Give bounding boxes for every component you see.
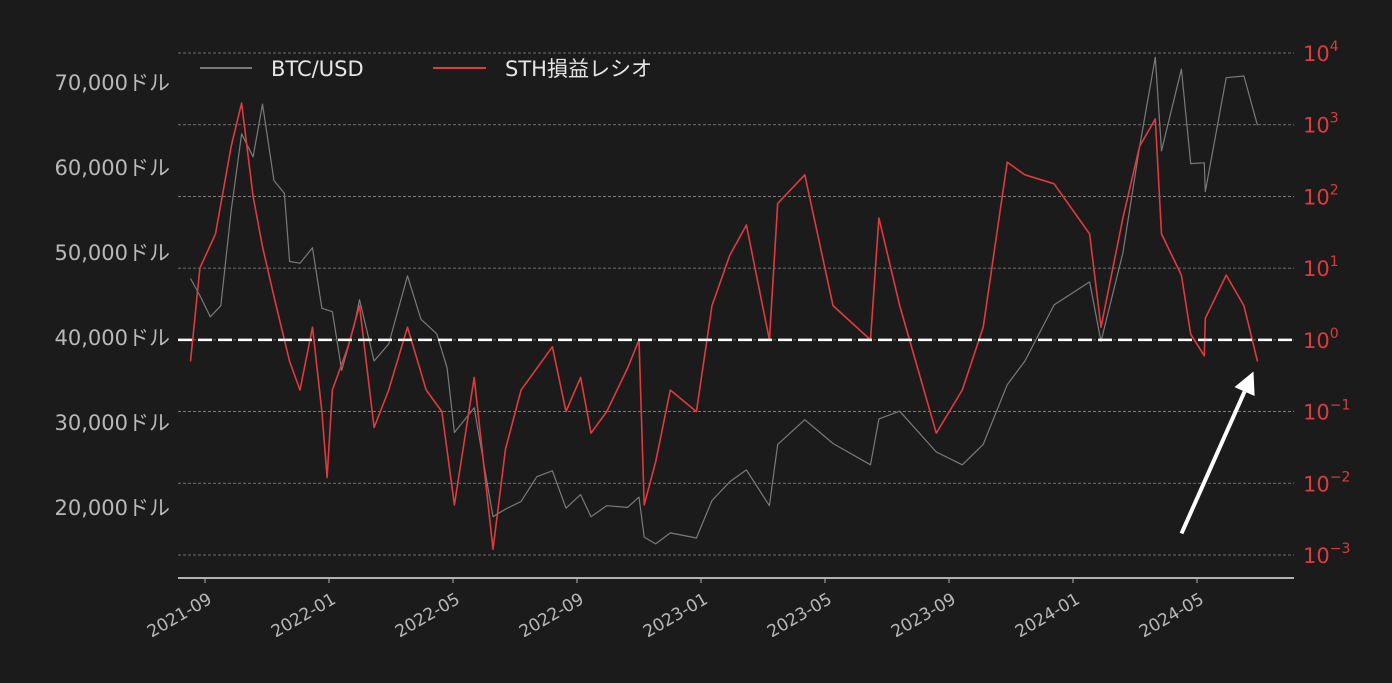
y-right-tick-label: 103	[1303, 111, 1339, 138]
y-right-tick-label: 10−3	[1303, 541, 1350, 568]
y-right-tick-label: 100	[1303, 326, 1339, 353]
x-tick-label: 2021-09	[144, 589, 216, 642]
y-right-tick-label: 102	[1303, 182, 1339, 209]
arrow-head	[1234, 371, 1255, 397]
y-right-tick-label: 10−1	[1303, 398, 1350, 425]
y-right-tick-label: 10−2	[1303, 469, 1350, 496]
y-left-tick-label: 70,000ドル	[55, 71, 170, 95]
x-tick-label: 2023-09	[888, 589, 960, 642]
y-right-tick-label: 104	[1303, 39, 1339, 66]
y-right-tick-label: 101	[1303, 254, 1339, 281]
y-left-tick-label: 60,000ドル	[55, 156, 170, 180]
x-tick-label: 2024-01	[1012, 589, 1084, 642]
x-tick-label: 2024-05	[1136, 589, 1208, 642]
y-left-tick-label: 40,000ドル	[55, 326, 170, 350]
x-tick-label: 2023-05	[764, 589, 836, 642]
legend: BTC/USD STH損益レシオ	[200, 57, 652, 81]
x-tick-label: 2022-01	[268, 589, 340, 642]
grid-lines	[178, 52, 1294, 556]
y-left-tick-label: 30,000ドル	[55, 411, 170, 435]
legend-label-sth: STH損益レシオ	[505, 57, 652, 81]
btc-usd-line	[189, 56, 1259, 545]
annotations	[178, 338, 1294, 535]
arrow-shaft	[1179, 390, 1247, 535]
x-tick-label: 2022-09	[516, 589, 588, 642]
y-left-tick-label: 20,000ドル	[55, 496, 170, 520]
series-lines	[189, 56, 1259, 551]
x-tick-label: 2022-05	[392, 589, 464, 642]
x-tick-label: 2023-01	[640, 589, 712, 642]
sth-ratio-line	[189, 102, 1259, 551]
y-left-tick-label: 50,000ドル	[55, 241, 170, 265]
legend-label-btc: BTC/USD	[271, 57, 364, 81]
